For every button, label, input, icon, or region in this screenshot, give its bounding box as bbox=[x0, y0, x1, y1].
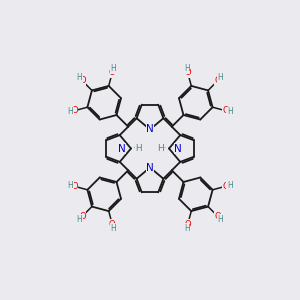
Text: H·: H· bbox=[157, 144, 166, 153]
Text: H: H bbox=[68, 107, 73, 116]
Text: O: O bbox=[109, 68, 116, 77]
Text: H: H bbox=[227, 107, 233, 116]
Text: N: N bbox=[146, 163, 154, 172]
Text: H: H bbox=[68, 181, 73, 190]
Text: H: H bbox=[218, 74, 224, 82]
Text: N: N bbox=[146, 124, 154, 134]
Text: O: O bbox=[71, 106, 78, 115]
Text: O: O bbox=[184, 220, 191, 229]
Text: ·H: ·H bbox=[134, 144, 143, 153]
Text: N: N bbox=[174, 143, 182, 154]
Text: O: O bbox=[79, 76, 86, 85]
Text: H: H bbox=[76, 74, 82, 82]
Text: H: H bbox=[184, 224, 190, 233]
Text: N: N bbox=[118, 143, 126, 154]
Text: H: H bbox=[110, 64, 116, 73]
Text: H: H bbox=[218, 214, 224, 224]
Text: H: H bbox=[184, 64, 190, 73]
Text: O: O bbox=[222, 182, 229, 191]
Text: O: O bbox=[222, 106, 229, 115]
Text: O: O bbox=[184, 68, 191, 77]
Text: H: H bbox=[110, 224, 116, 233]
Text: O: O bbox=[79, 212, 86, 220]
Text: O: O bbox=[214, 212, 221, 220]
Text: H: H bbox=[76, 214, 82, 224]
Text: O: O bbox=[109, 220, 116, 229]
Text: O: O bbox=[71, 182, 78, 191]
Text: H: H bbox=[227, 181, 233, 190]
Text: O: O bbox=[214, 76, 221, 85]
